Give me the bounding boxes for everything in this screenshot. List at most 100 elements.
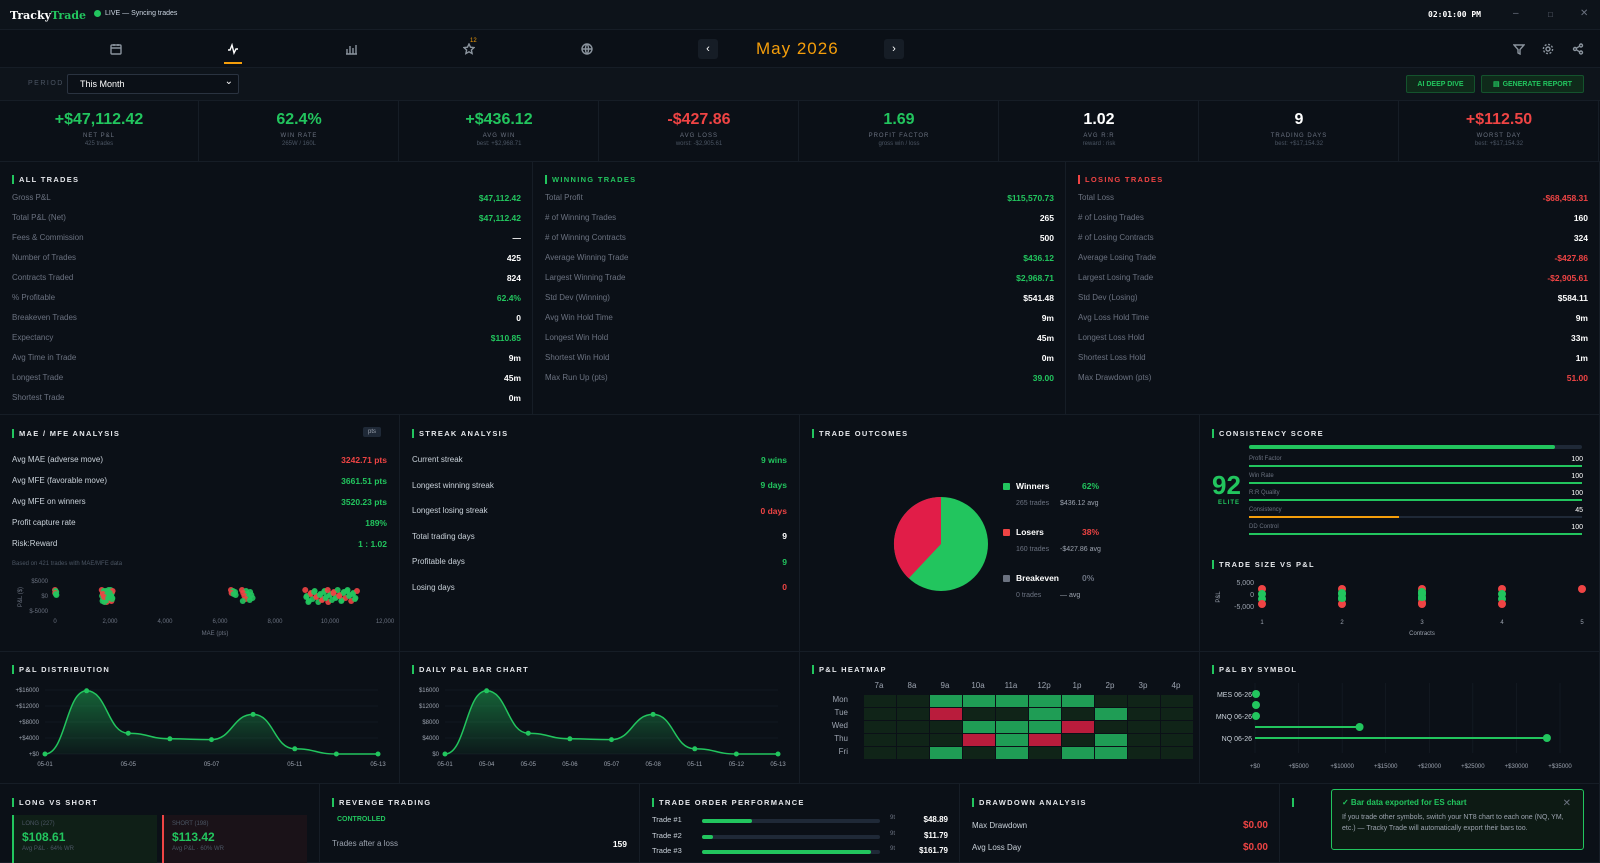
mae-point: [101, 599, 108, 605]
stat-row: Risk:Reward 1 : 1.02: [12, 534, 387, 553]
heatmap-cell: [1062, 747, 1094, 759]
globe-icon[interactable]: [578, 40, 596, 58]
stat-label: Std Dev (Losing): [1078, 293, 1138, 302]
stat-label: % Profitable: [12, 293, 56, 302]
order-count: 9t: [890, 846, 896, 852]
revenge-row-value: 159: [612, 838, 627, 849]
heatmap-cell: [1062, 708, 1094, 720]
mae-point: [334, 587, 341, 593]
streak-panel: [400, 415, 800, 652]
drawdown-label: Avg Loss Day: [972, 843, 1022, 852]
size-ytick: -5,000: [1234, 604, 1254, 611]
prev-month-button[interactable]: ‹: [698, 39, 718, 59]
gear-icon[interactable]: [1539, 40, 1557, 58]
chart-ytick: +$12000: [15, 704, 39, 710]
kpi-sub: 265W / 160L: [281, 141, 317, 147]
heatmap-hour: 11a: [1004, 681, 1018, 690]
kpi-card: 9 TRADING DAYS best: +$17,154.32: [1200, 101, 1399, 162]
consistency-fill: [1249, 499, 1582, 501]
chart-area: [445, 690, 778, 754]
next-month-button[interactable]: ›: [884, 39, 904, 59]
heatmap-hour: 3p: [1138, 681, 1148, 690]
units-pill[interactable]: pts: [363, 427, 382, 437]
heatmap-cell: [1029, 747, 1061, 759]
heatmap-day: Wed: [831, 721, 848, 730]
chart-xtick: 05-05: [521, 762, 537, 768]
bar-chart-icon[interactable]: [342, 40, 360, 58]
chart-xtick: 05-07: [204, 762, 220, 768]
maximize-icon[interactable]: □: [1548, 10, 1553, 19]
mae-point: [239, 598, 246, 604]
chart-point: [125, 730, 131, 736]
nav-bar: [0, 30, 1600, 68]
mae-xtick: 4,000: [157, 619, 173, 625]
consistency-track: [1249, 482, 1582, 484]
pie-slice-losers: [893, 496, 941, 579]
stat-value: 324: [1573, 232, 1588, 243]
consistency-value: 100: [1571, 473, 1583, 480]
legend-name: Losers: [1016, 527, 1044, 537]
size-xtick: 2: [1340, 620, 1344, 626]
star-badge: 12: [470, 38, 477, 44]
stat-label: Shortest Win Hold: [545, 353, 610, 362]
mae-note: Based on 421 trades with MAE/MFE data: [12, 561, 123, 567]
activity-icon[interactable]: [224, 40, 242, 58]
legend-pct: 0%: [1082, 573, 1095, 583]
long-card: LONG (227) $108.61 Avg P&L · 64% WR: [12, 815, 157, 863]
stat-label: Avg Loss Hold Time: [1078, 313, 1149, 322]
stat-row: Avg Time in Trade 9m: [12, 348, 521, 367]
stat-row: Longest Win Hold 45m: [545, 328, 1054, 347]
heatmap-cell: [1062, 721, 1094, 733]
heatmap-cell: [963, 721, 995, 733]
consistency-track: [1249, 533, 1582, 535]
app-logo: TrackyTrade: [10, 9, 86, 22]
stat-row: # of Winning Contracts 500: [545, 228, 1054, 247]
kpi-value: +$47,112.42: [54, 111, 144, 128]
revenge-badge: CONTROLLED: [337, 816, 386, 823]
stat-label: Longest Loss Hold: [1078, 333, 1145, 342]
size-xtick: 1: [1260, 620, 1264, 626]
stat-row: Longest Loss Hold 33m: [1078, 328, 1588, 347]
stat-value: 9 days: [760, 480, 787, 490]
ai-deep-dive-button[interactable]: AI DEEP DIVE: [1406, 75, 1475, 93]
mae-point: [316, 592, 323, 598]
stat-label: Risk:Reward: [12, 539, 58, 548]
stat-value: $584.11: [1557, 292, 1588, 303]
stat-label: Average Winning Trade: [545, 253, 629, 262]
period-select[interactable]: This Month: [67, 74, 239, 94]
consistency-label: Profit Factor: [1249, 456, 1282, 462]
heatmap-cell: [1128, 695, 1160, 707]
filter-icon[interactable]: [1510, 40, 1528, 58]
size-point: [1418, 593, 1426, 601]
stat-value: 62.4%: [496, 292, 521, 303]
long-short-title: LONG VS SHORT: [12, 798, 98, 807]
symbol-point: [1542, 734, 1551, 742]
symbol-xtick: +$15000: [1374, 764, 1398, 770]
toast-close-icon[interactable]: ✕: [1562, 798, 1571, 809]
stat-label: Contracts Traded: [12, 273, 74, 282]
heatmap-cell: [897, 695, 929, 707]
heatmap-cell: [864, 695, 896, 707]
calendar-icon[interactable]: [107, 40, 125, 58]
share-icon[interactable]: [1569, 40, 1587, 58]
heatmap-cell: [1029, 708, 1061, 720]
size-xlabel: Contracts: [1409, 631, 1435, 637]
star-icon[interactable]: [460, 40, 478, 58]
chart-point: [209, 737, 214, 743]
heatmap-cell: [1128, 747, 1160, 759]
generate-report-button[interactable]: ▤ GENERATE REPORT: [1481, 75, 1584, 93]
heatmap-hour: 8a: [907, 681, 917, 690]
live-dot-icon: [94, 10, 101, 17]
stat-value: $436.12: [1023, 252, 1054, 263]
minimize-icon[interactable]: –: [1513, 8, 1519, 19]
heatmap-cell: [996, 734, 1028, 746]
consistency-fill: [1249, 465, 1582, 467]
stat-label: Avg MAE (adverse move): [12, 455, 103, 464]
close-window-icon[interactable]: ✕: [1580, 8, 1589, 19]
chart-xtick: 05-07: [604, 762, 620, 768]
consistency-track: [1249, 465, 1582, 467]
stat-row: Shortest Loss Hold 1m: [1078, 348, 1588, 367]
heatmap-cell: [1161, 721, 1193, 733]
heatmap-cell: [897, 734, 929, 746]
stat-row: Fees & Commission —: [12, 228, 521, 247]
